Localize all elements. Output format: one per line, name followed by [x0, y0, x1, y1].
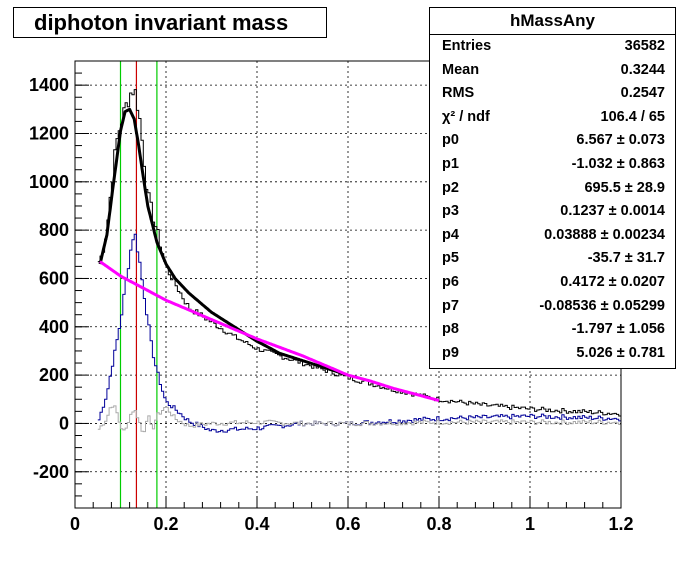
x-tick-label: 0.8	[426, 514, 451, 534]
stats-key: p4	[442, 226, 459, 243]
stats-row: p8 -1.797 ± 1.056	[430, 318, 675, 342]
stats-key: Mean	[442, 61, 480, 78]
stats-box: hMassAny Entries 36582 Mean 0.3244 RMS 0.2547…	[429, 7, 676, 369]
stats-value: -1.797 ± 1.056	[571, 321, 665, 338]
stats-value: 0.1237 ± 0.0014	[560, 203, 665, 220]
stats-key: Entries	[442, 38, 492, 54]
axes: 0 0.2 0.4 0.6 0.8 1 1.2 -200 0 200 400 600 800 1000 12…	[29, 60, 634, 534]
background-curve	[99, 260, 440, 402]
stats-value: 0.4172 ± 0.0207	[560, 273, 665, 290]
y-tick-label: -200	[33, 462, 69, 482]
stats-row: p4 0.03888 ± 0.00234	[430, 224, 675, 248]
stats-key: p5	[442, 250, 459, 267]
y-tick-label: 600	[39, 268, 69, 288]
stats-value: -35.7 ± 31.7	[587, 250, 665, 267]
y-tick-label: 1200	[29, 123, 69, 143]
fit-curve	[98, 107, 349, 377]
stats-row: p7 -0.08536 ± 0.05299	[430, 295, 675, 319]
stats-key: p3	[442, 203, 459, 220]
stats-row: Mean 0.3244	[430, 59, 675, 83]
stats-value: 0.03888 ± 0.00234	[544, 226, 665, 243]
stats-row: p6 0.4172 ± 0.0207	[430, 271, 675, 295]
stats-key: p1	[442, 155, 459, 172]
stats-value: -0.08536 ± 0.05299	[539, 297, 665, 314]
stats-row: χ² / ndf 106.4 / 65	[430, 106, 675, 130]
stats-value: 6.567 ± 0.073	[576, 132, 665, 149]
stats-value: 695.5 ± 28.9	[584, 179, 665, 196]
stats-key: p7	[442, 297, 459, 314]
stats-key: p6	[442, 273, 459, 290]
x-tick-label: 0.4	[244, 514, 269, 534]
stats-key: p8	[442, 321, 459, 338]
chart-title: diphoton invariant mass	[13, 7, 327, 38]
y-tick-label: 400	[39, 317, 69, 337]
stats-value: 106.4 / 65	[600, 108, 666, 125]
stats-value: 0.2547	[620, 85, 665, 102]
stats-value: 36582	[624, 38, 665, 54]
y-tick-label: 1400	[29, 75, 69, 95]
stats-row: p2 695.5 ± 28.9	[430, 177, 675, 201]
stats-row: Entries 36582	[430, 35, 675, 59]
series-layer	[97, 89, 621, 433]
x-tick-label: 1.2	[608, 514, 633, 534]
stats-row: p3 0.1237 ± 0.0014	[430, 200, 675, 224]
y-tick-label: 200	[39, 365, 69, 385]
y-tick-label: 0	[59, 413, 69, 433]
stats-key: χ² / ndf	[442, 108, 490, 125]
stats-key: RMS	[442, 85, 475, 102]
stats-value: 5.026 ± 0.781	[576, 344, 665, 361]
x-tick-label: 0.2	[153, 514, 178, 534]
y-tick-label: 800	[39, 220, 69, 240]
y-tick-label: 1000	[29, 172, 69, 192]
stats-rows: Entries 36582 Mean 0.3244 RMS 0.2547 χ² / ndf 1…	[430, 35, 675, 365]
x-tick-label: 0.6	[335, 514, 360, 534]
histogram-series	[97, 89, 621, 417]
x-tick-label: 0	[70, 514, 80, 534]
stats-key: p0	[442, 132, 459, 149]
stats-value: 0.3244	[620, 61, 665, 78]
stats-key: p9	[442, 344, 459, 361]
stats-row: p9 5.026 ± 0.781	[430, 342, 675, 366]
stats-row: p0 6.567 ± 0.073	[430, 129, 675, 153]
stats-row: RMS 0.2547	[430, 82, 675, 106]
x-tick-label: 1	[525, 514, 535, 534]
stats-key: p2	[442, 179, 459, 196]
stats-value: -1.032 ± 0.863	[571, 155, 665, 172]
stats-row: p5 -35.7 ± 31.7	[430, 247, 675, 271]
stats-row: p1 -1.032 ± 0.863	[430, 153, 675, 177]
histogram-series	[97, 405, 621, 433]
stats-name: hMassAny	[430, 8, 675, 35]
